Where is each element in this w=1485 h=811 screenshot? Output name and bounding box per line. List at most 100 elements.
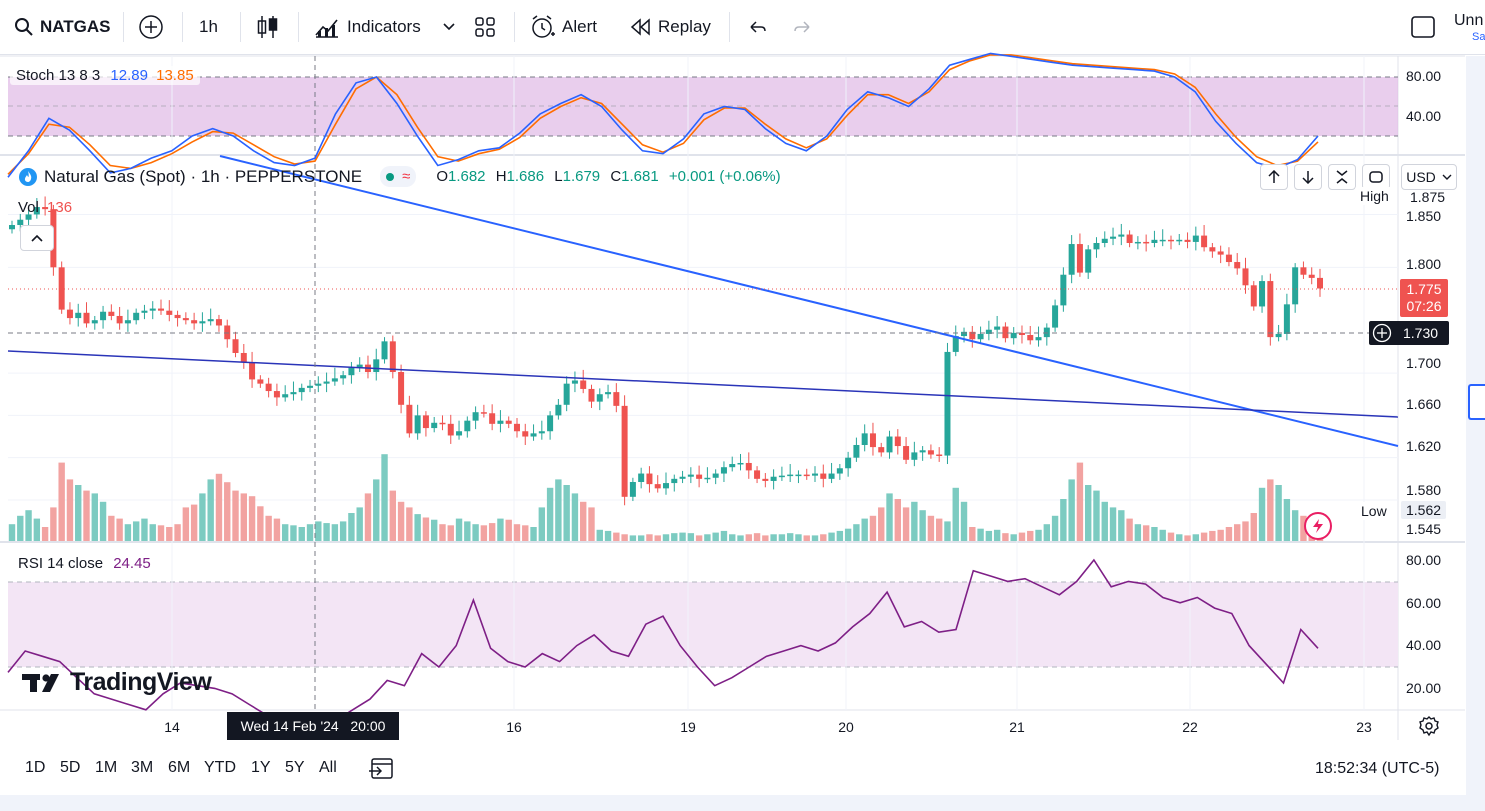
candle-down [903,446,910,460]
sidebar-widget-tab[interactable] [1468,384,1485,420]
descending-trendline[interactable] [219,155,1399,447]
candle-up [307,385,314,388]
date-range-button[interactable] [368,755,396,786]
chart-canvas[interactable]: 80.00 40.00 1.850 1.800 1.700 1.660 1.620 1.580… [0,0,1465,740]
candle-up [373,359,380,373]
fullscreen-checkbox[interactable] [1410,8,1436,46]
range-all[interactable]: All [319,759,337,776]
candle-up [538,431,545,434]
compare-symbol-button[interactable] [138,8,164,46]
templates-dropdown[interactable] [442,8,456,46]
add-alert-icon[interactable] [1372,323,1392,343]
candle-up [961,331,968,337]
volume-bar [687,533,695,541]
interval-button[interactable]: 1h [199,8,218,46]
range-3m[interactable]: 3M [131,759,154,776]
range-5y[interactable]: 5Y [285,759,305,776]
collapse-pane-button[interactable] [1328,164,1356,190]
candle-up [464,420,471,432]
volume-bar [75,485,82,541]
gear-icon [1419,716,1439,737]
move-pane-down-button[interactable] [1294,164,1322,190]
chart-type-button[interactable] [256,8,280,46]
range-1m[interactable]: 1M [95,759,118,776]
range-1y[interactable]: 1Y [251,759,271,776]
rsi-label: RSI 14 close [18,555,104,572]
clock-timezone[interactable]: 18:52:34 (UTC-5) [1315,760,1440,777]
tradingview-watermark[interactable]: TradingView [22,668,212,697]
add-circle-icon [139,15,163,39]
volume-bar [662,534,670,541]
range-5d[interactable]: 5D [60,759,81,776]
chart-settings-button[interactable] [1418,715,1440,742]
candle-up [1043,327,1050,338]
candle-up [704,477,711,480]
market-open-dot [386,173,395,181]
undo-button[interactable] [746,8,768,46]
volume-bar [182,507,190,541]
range-6m[interactable]: 6M [168,759,191,776]
volume-bar [886,493,893,541]
candle-up [75,312,82,319]
layout-button[interactable] [474,8,496,46]
candle-down [108,311,115,316]
market-status-badges[interactable]: ≈ [380,166,417,187]
volume-bar [902,507,910,541]
candle-down [1250,285,1257,307]
candle-down [1225,254,1232,263]
candle-up [1110,236,1117,239]
calendar-arrow-icon [369,758,393,779]
layout-saved: Sa [1472,31,1485,43]
volume-bar [25,510,32,541]
candles[interactable] [9,196,1323,506]
range-1d[interactable]: 1D [25,759,46,776]
candle-up [1101,238,1108,243]
time-axis-label: 14 [164,719,180,735]
symbol-search[interactable]: NATGAS [14,8,111,46]
main-legend[interactable]: Natural Gas (Spot) · 1h · PEPPERSTONE ≈ … [18,166,781,187]
indicators-button[interactable]: Indicators [314,8,421,46]
news-flash-button[interactable] [1304,512,1332,540]
volume-legend[interactable]: Vol 136 [18,199,72,216]
candle-down [42,207,49,210]
rsi-legend[interactable]: RSI 14 close 24.45 [18,555,151,572]
volume-bar [1051,515,1059,541]
volume-bar [257,506,264,541]
candle-down [489,413,496,424]
currency-select[interactable]: USD [1401,164,1457,190]
candle-up [845,457,852,469]
volume-bar [1209,530,1216,541]
alert-label: Alert [562,17,597,36]
range-ytd[interactable]: YTD [204,759,236,776]
candle-down [588,388,595,402]
volume-bar [1126,518,1133,541]
volume-bar [306,524,314,541]
move-pane-up-button[interactable] [1260,164,1288,190]
collapse-legend-button[interactable] [20,225,54,251]
candle-down [1267,281,1274,338]
volume-bar [174,524,181,541]
volume-bar [83,490,90,541]
crosshair-price-tag[interactable]: 1.730 [1369,321,1449,345]
candle-up [629,482,636,497]
volume-bar [1093,490,1100,541]
volume-bar [472,524,479,541]
alert-button[interactable]: Alert [530,8,597,46]
candle-up [431,422,438,429]
candle-up [1192,235,1199,242]
stoch-legend[interactable]: Stoch 13 8 3 12.89 13.85 [10,66,200,85]
volume-bar [1291,510,1299,541]
volume-bar [795,534,802,541]
redo-button[interactable] [792,8,814,46]
chevron-down-icon [443,23,455,31]
replay-button[interactable]: Replay [629,8,711,46]
candle-up [530,433,537,437]
price-axis-label: 1.850 [1406,208,1441,224]
lower-trendline[interactable] [7,350,1399,418]
candle-up [663,483,669,489]
volume-bar [91,493,98,541]
rsi-axis-label: 40.00 [1406,637,1441,653]
candle-down [406,404,413,434]
divider [514,12,515,42]
layout-name[interactable]: Unn [1454,12,1484,29]
